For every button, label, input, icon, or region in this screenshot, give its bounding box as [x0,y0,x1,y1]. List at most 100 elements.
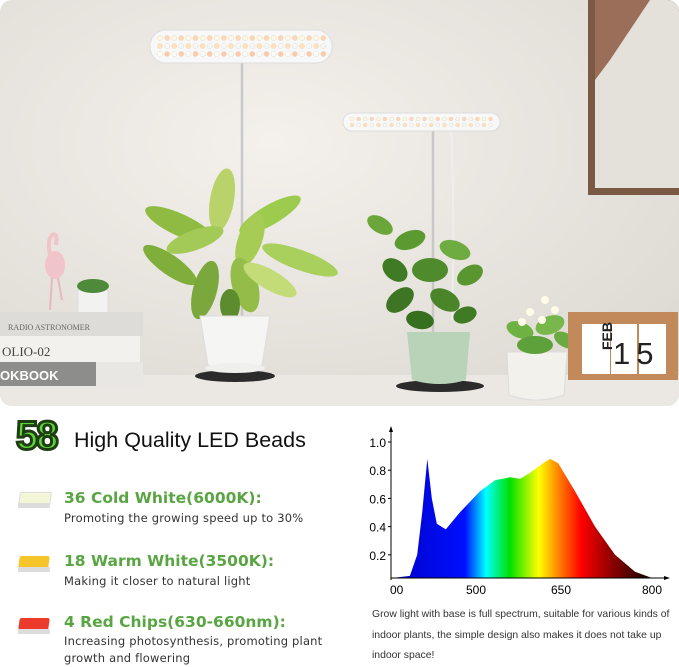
y-axis-arrow-icon [389,426,393,432]
led-bead [299,43,305,49]
x-tick-label: 650 [551,583,571,597]
y-tick-label: 0.6 [369,492,386,506]
leaf [406,310,434,330]
led-bead [306,35,312,41]
leaf [394,229,426,251]
leaf [191,260,219,320]
led-bead [256,51,263,57]
led-bead [299,51,305,57]
led-bead [292,51,298,57]
grow-lamp-small [342,112,501,335]
led-bead [185,43,192,49]
led-count: 58 [15,413,60,460]
wall-frame [588,0,679,195]
y-tick-label: 0.4 [369,521,386,535]
feature-description: Making it closer to natural light [64,574,251,588]
led-bead [213,51,220,57]
leaf [367,215,393,235]
led-bead [192,51,199,57]
x-tick-label: 00 [390,583,404,597]
led-bead [199,35,206,41]
led-bead [178,35,185,41]
led-bead [192,43,199,49]
led-bead [256,35,263,41]
led-bead [409,122,414,128]
led-bead [461,116,467,122]
led-bead [468,122,474,128]
led-bead [448,122,454,128]
flower [526,308,534,316]
led-bead [221,51,227,57]
led-bead [284,51,291,57]
leaf [412,258,448,282]
leaf [517,336,553,354]
led-bead [270,35,277,41]
led-bead [382,116,388,122]
led-bead [228,43,234,49]
led-bead [206,43,213,49]
led-bead [206,35,213,41]
feature-description: Increasing photosynthesis, promoting pla… [64,634,323,665]
led-bead [488,122,493,128]
led-bead [256,43,263,49]
led-bead [313,35,320,41]
leaf [386,287,414,313]
led-bead [171,51,178,57]
flower [538,316,546,324]
led-bead [192,35,199,41]
feature-description: Promoting the growing speed up to 30% [64,511,304,525]
led-bead [235,51,241,57]
y-tick-label: 1.0 [369,436,386,450]
book-stack: RADIO ASTRONOMER OLIO-02 OKBOOK [0,312,143,386]
led-bead [369,122,375,128]
led-bead [221,43,227,49]
leaf [262,243,338,277]
led-bead [488,116,493,122]
led-bead [171,43,178,49]
led-bead [313,43,320,49]
feature-heading: 4 Red Chips(630-660nm): [64,613,286,631]
led-bead [270,43,277,49]
led-bead [277,35,284,41]
leaf [506,321,534,339]
y-tick-label: 0.2 [369,549,386,563]
led-bead [402,122,408,128]
led-bead [376,116,381,122]
led-bead [409,116,414,122]
led-bead [435,122,441,128]
led-bead [221,35,227,41]
led-bead [263,51,270,57]
calendar-month: FEB [599,322,615,350]
led-bead [284,43,291,49]
led-bead [199,51,206,57]
led-bead [313,51,320,57]
led-bead [442,122,447,128]
led-bead [376,122,381,128]
led-bead [242,35,249,41]
led-bead [206,51,213,57]
led-bead [292,43,298,49]
led-bead [185,51,192,57]
flamingo-figurine [45,232,65,311]
led-bead [402,116,408,122]
leaf [453,306,477,324]
y-tick-label: 0.8 [369,464,386,478]
leaf [143,244,197,286]
led-bead [213,43,220,49]
spectrum-chart: 0.2 0.4 0.6 0.8 1.0 00 500 650 800 [369,426,670,597]
led-bead [389,122,394,128]
book-spine-text: OKBOOK [0,368,59,383]
feature-heading: 36 Cold White(6000K): [64,489,262,507]
led-bead [157,43,163,49]
leaf [220,289,240,321]
book-spine-text: OLIO-02 [2,344,50,359]
led-bead [164,35,170,41]
led-bead [422,122,427,128]
led-bead [249,43,256,49]
led-bead [164,51,170,57]
flower [551,306,559,314]
led-bead [468,116,474,122]
x-tick-label: 800 [642,583,662,597]
led-bead [349,116,355,122]
flip-calendar: FEB 15 [568,312,678,380]
